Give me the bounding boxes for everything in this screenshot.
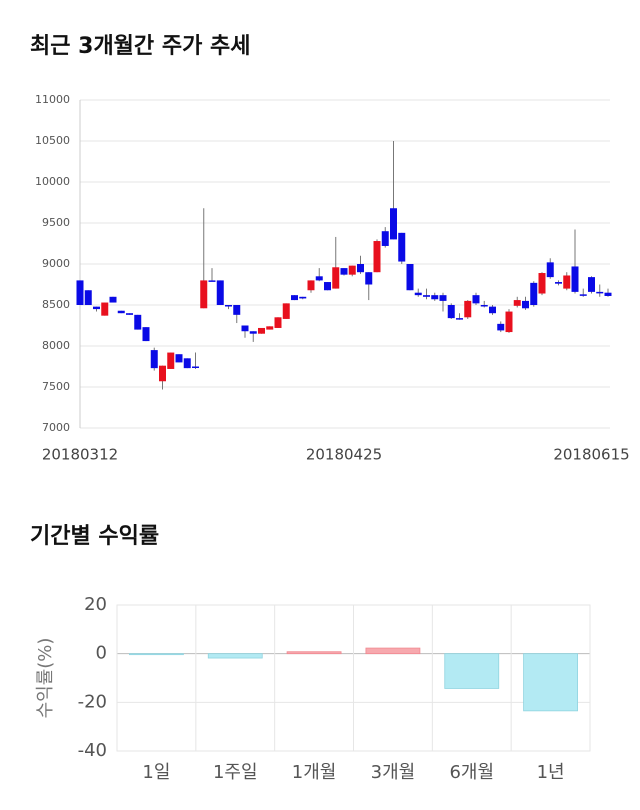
bar (207, 653, 263, 659)
y-tick-label: -40 (78, 740, 107, 761)
x-tick-label: 20180615 (553, 446, 629, 464)
candle-body (332, 267, 340, 289)
candle-body (225, 305, 232, 307)
candle-body (175, 354, 183, 363)
candle-body (365, 272, 373, 285)
candle-body (513, 300, 521, 306)
candle-body (522, 300, 529, 309)
candle-body (307, 280, 315, 291)
candle-body (555, 282, 562, 284)
bar (444, 653, 500, 689)
bar (365, 647, 421, 655)
candle-body (258, 327, 265, 334)
candle-body (192, 366, 199, 368)
y-tick-label: 8500 (42, 298, 70, 311)
candle-body (563, 275, 571, 289)
y-tick-label: 7000 (42, 421, 70, 434)
x-tick-label: 1년 (537, 762, 565, 783)
bar (286, 651, 342, 655)
y-tick-label: -20 (78, 691, 107, 712)
candle-body (431, 295, 439, 300)
y-tick-label: 9000 (42, 257, 70, 270)
candle-body (291, 295, 298, 301)
candle-body (423, 295, 430, 297)
candle-body (538, 273, 546, 294)
candle-body (200, 280, 208, 309)
candle-body (216, 280, 224, 305)
y-tick-label: 0 (96, 643, 107, 664)
candle-body (93, 306, 100, 310)
candle-body (381, 231, 389, 246)
candle-body (456, 318, 463, 320)
candle-body (472, 295, 480, 304)
candle-body (208, 280, 216, 282)
candle-body (390, 208, 397, 240)
candle-body (373, 241, 381, 273)
x-tick-label: 1일 (142, 762, 170, 783)
candle-body (579, 294, 587, 296)
y-tick-label: 7500 (42, 380, 70, 393)
candle-body (126, 313, 133, 315)
plot-frame (116, 604, 591, 752)
candle-body (84, 290, 92, 305)
candle-body (571, 266, 579, 292)
x-tick-label: 6개월 (449, 762, 494, 783)
candle-body (274, 317, 282, 328)
candle-body (117, 310, 125, 314)
candle-body (167, 352, 175, 369)
candle-body (497, 323, 505, 331)
candle-body (489, 306, 496, 314)
candle-body (546, 262, 554, 278)
y-tick-label: 20 (84, 594, 107, 615)
candle-body (101, 302, 109, 316)
candle-body (233, 305, 241, 315)
candle-body (159, 365, 166, 382)
candle-body (324, 282, 331, 291)
candle-body (588, 277, 595, 292)
candle-body (414, 292, 422, 296)
candle-body (464, 300, 472, 318)
y-tick-label: 9500 (42, 216, 70, 229)
candle-body (183, 358, 191, 369)
candle-body (76, 280, 84, 305)
x-tick-label: 3개월 (371, 762, 416, 783)
candle-body (530, 282, 538, 305)
candle-body (596, 291, 604, 294)
candle-body (142, 327, 150, 342)
candle-body (505, 311, 513, 333)
candle-body (357, 264, 364, 273)
candle-body (480, 305, 488, 307)
candle-body (447, 305, 455, 319)
candle-body (315, 276, 323, 281)
y-axis-label: 수익률(%) (35, 638, 56, 719)
candle-body (249, 331, 257, 334)
y-tick-label: 10000 (35, 175, 70, 188)
x-tick-label: 1개월 (292, 762, 337, 783)
candle-body (406, 264, 414, 291)
y-tick-label: 8000 (42, 339, 70, 352)
candle-body (282, 303, 290, 319)
bar (523, 653, 578, 712)
candle-body (604, 292, 612, 296)
candle-body (299, 296, 307, 299)
chart-title: 기간별 수익률 (30, 524, 159, 549)
x-tick-label: 20180425 (306, 446, 382, 464)
candle-body (439, 295, 447, 301)
candle-body (266, 326, 274, 330)
x-tick-label: 20180312 (42, 446, 118, 464)
x-tick-label: 1주일 (213, 762, 258, 783)
candle-body (241, 325, 249, 332)
candle-body (348, 265, 356, 275)
chart-title: 최근 3개월간 주가 추세 (30, 34, 250, 59)
candle-body (109, 296, 117, 303)
y-tick-label: 10500 (35, 134, 70, 147)
candle-body (150, 350, 158, 369)
bar (129, 653, 184, 656)
candle-body (340, 268, 348, 275)
y-tick-label: 11000 (35, 93, 70, 106)
candle-body (398, 232, 406, 262)
candle-body (134, 314, 142, 330)
